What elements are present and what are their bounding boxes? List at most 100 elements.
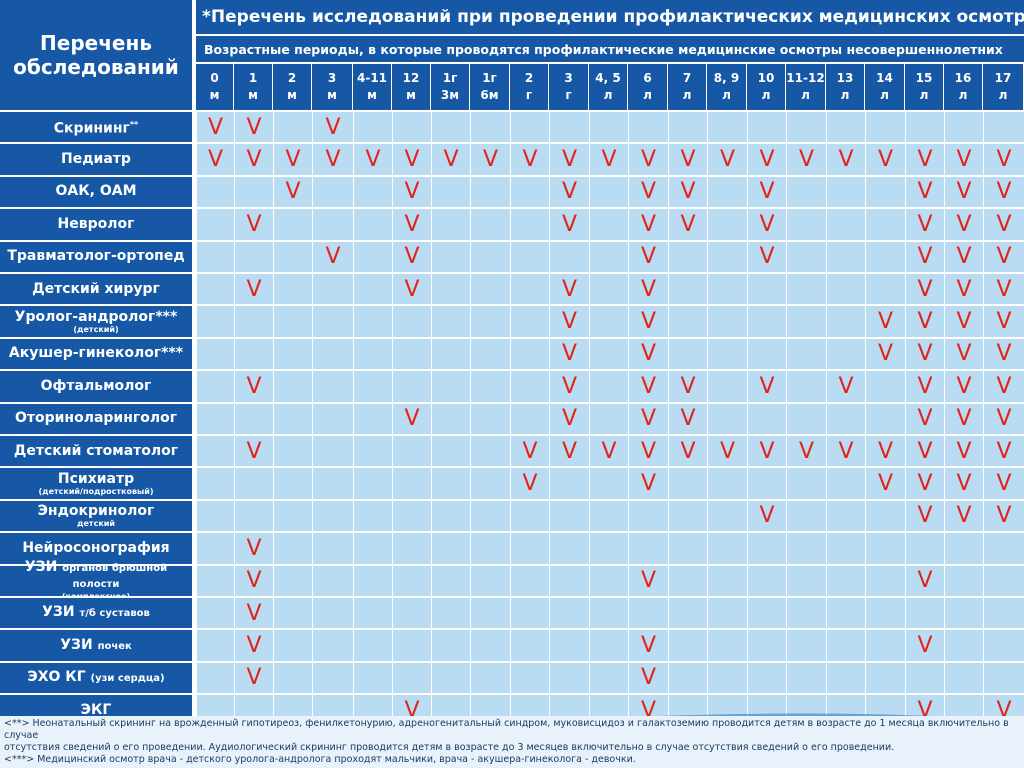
schedule-cell <box>747 660 786 694</box>
schedule-cell <box>431 304 470 337</box>
schedule-cell <box>549 239 589 272</box>
examination-label: Невролог <box>0 207 194 240</box>
schedule-cell <box>786 531 826 564</box>
age-unit: л <box>919 88 929 102</box>
schedule-cell <box>196 434 234 467</box>
schedule-cell: V <box>905 466 944 499</box>
check-mark: V <box>956 244 972 270</box>
schedule-cell <box>786 498 826 532</box>
check-mark: V <box>996 406 1012 432</box>
check-mark: V <box>325 114 341 140</box>
schedule-cell <box>196 207 234 240</box>
schedule-cell <box>431 369 470 402</box>
schedule-cell <box>707 628 747 661</box>
schedule-cell <box>470 304 510 337</box>
examination-name: ЭХО КГ <box>27 668 86 685</box>
schedule-cell <box>273 401 312 434</box>
schedule-cell: V <box>983 174 1024 208</box>
schedule-cell <box>747 596 786 629</box>
schedule-cell <box>983 596 1024 629</box>
schedule-cell <box>470 272 510 305</box>
check-mark: V <box>522 438 538 464</box>
schedule-cell <box>470 174 510 208</box>
schedule-cell <box>747 272 786 305</box>
schedule-cell: V <box>826 369 865 402</box>
schedule-cell: V <box>905 336 944 370</box>
schedule-cell: V <box>905 272 944 305</box>
schedule-cell <box>353 174 392 208</box>
schedule-cell <box>510 207 549 240</box>
schedule-cell <box>470 660 510 694</box>
age-header-cell: 15 л <box>905 64 944 110</box>
check-mark: V <box>680 373 696 399</box>
schedule-cell <box>786 596 826 629</box>
schedule-cell <box>747 563 786 596</box>
check-mark: V <box>917 633 933 659</box>
examination-label: ОАК, ОАМ <box>0 174 194 208</box>
schedule-cell: V <box>905 434 944 467</box>
schedule-cell <box>312 531 353 564</box>
examination-name: Психиатр <box>57 470 135 487</box>
age-value: 8, 9 <box>713 71 740 85</box>
age-value: 11-12 <box>786 71 825 85</box>
schedule-cell <box>944 596 983 629</box>
schedule-cell <box>510 498 549 532</box>
age-header-cell: 8, 9 л <box>707 64 747 110</box>
schedule-cell <box>353 207 392 240</box>
check-mark: V <box>917 341 933 367</box>
schedule-cell <box>826 304 865 337</box>
check-mark: V <box>956 438 972 464</box>
schedule-cell <box>273 531 312 564</box>
check-mark: V <box>246 600 262 626</box>
check-mark: V <box>996 244 1012 270</box>
footnote-line2: отсутствия сведений о его проведении. Ау… <box>4 742 895 753</box>
schedule-cell <box>905 531 944 564</box>
check-mark: V <box>798 147 815 173</box>
schedule-cell <box>668 466 707 499</box>
schedule-cell <box>196 628 234 661</box>
schedule-cell <box>510 239 549 272</box>
schedule-cell: V <box>905 207 944 240</box>
schedule-cell <box>273 466 312 499</box>
schedule-cell <box>470 336 510 370</box>
schedule-cell <box>786 563 826 596</box>
examination-label: УЗИ органов брюшной полости(комплексное) <box>0 560 194 601</box>
check-mark: V <box>838 147 854 173</box>
examination-name: Оториноларинголог <box>14 410 178 427</box>
schedule-cell: V <box>549 207 589 240</box>
schedule-cell <box>865 498 905 532</box>
examination-name: Нейросонография <box>22 539 170 556</box>
check-mark: V <box>956 147 972 173</box>
schedule-cell <box>707 272 747 305</box>
age-unit: л <box>603 88 613 102</box>
schedule-cell <box>431 563 470 596</box>
schedule-cell <box>431 401 470 434</box>
schedule-cell: V <box>668 434 707 467</box>
schedule-cell <box>826 239 865 272</box>
schedule-cell: V <box>983 369 1024 402</box>
schedule-cell: V <box>353 142 392 175</box>
check-mark: V <box>759 179 775 205</box>
schedule-cell: V <box>747 369 786 402</box>
schedule-cell <box>865 563 905 596</box>
check-mark: V <box>917 147 933 173</box>
schedule-cell: V <box>983 239 1024 272</box>
schedule-cell <box>786 401 826 434</box>
schedule-cell <box>431 531 470 564</box>
age-unit: м <box>209 88 220 102</box>
schedule-cell: V <box>944 174 983 208</box>
check-mark: V <box>996 276 1012 302</box>
age-unit: 3м <box>440 88 460 102</box>
check-mark: V <box>246 568 262 594</box>
schedule-cell: V <box>589 434 628 467</box>
schedule-cell <box>392 369 431 402</box>
schedule-cell <box>826 563 865 596</box>
check-mark: V <box>798 438 815 464</box>
schedule-cell <box>273 498 312 532</box>
schedule-cell: V <box>628 628 668 661</box>
examination-label: Акушер-гинеколог*** <box>0 336 194 370</box>
age-value: 12 <box>402 71 420 85</box>
